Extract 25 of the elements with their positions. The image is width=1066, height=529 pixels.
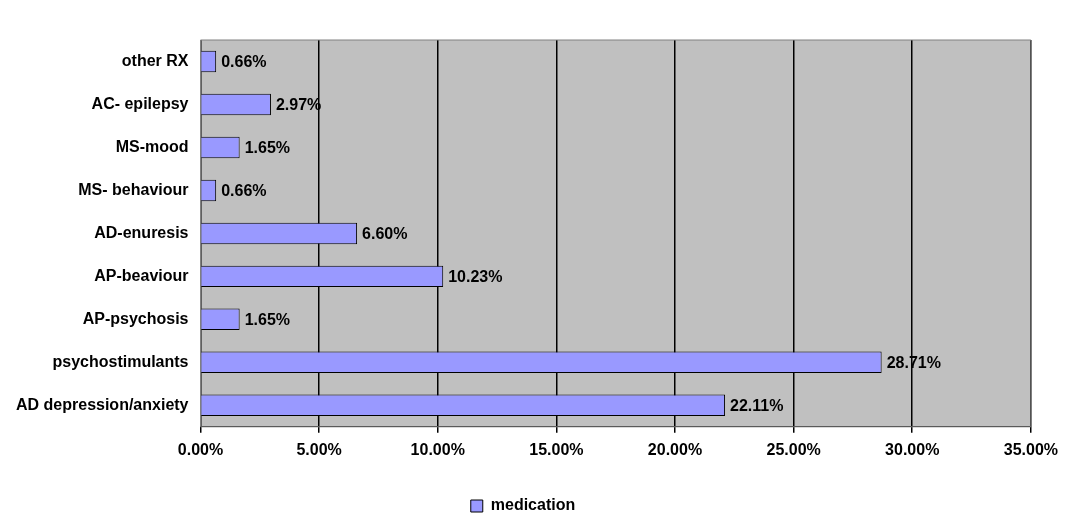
x-tick-label: 25.00% <box>766 440 821 458</box>
data-label: 1.65% <box>244 310 291 328</box>
x-tick-label: 20.00% <box>647 440 703 458</box>
data-label: 0.66% <box>221 52 267 70</box>
y-tick-label: AP-psychosis <box>82 309 189 327</box>
data-label: 1.65% <box>244 138 291 156</box>
data-label: 0.66% <box>221 181 267 199</box>
y-tick-label: psychostimulants <box>52 352 189 370</box>
x-tick-label: 5.00% <box>296 440 342 458</box>
x-tick-label: 30.00% <box>885 440 940 458</box>
y-tick-label: MS- behaviour <box>78 180 189 198</box>
y-tick-label: MS-mood <box>115 137 189 155</box>
y-tick-label: AC- epilepsy <box>91 94 189 112</box>
y-tick-label: AD depression/anxiety <box>16 395 189 413</box>
y-tick-label: AD-enuresis <box>94 223 189 241</box>
x-tick-label: 0.00% <box>177 440 224 458</box>
data-label: 10.23% <box>448 267 503 285</box>
y-tick-label: other RX <box>121 51 189 69</box>
data-label: 22.11% <box>730 396 784 414</box>
legend-label: medication <box>490 496 576 514</box>
x-tick-label: 15.00% <box>529 440 584 458</box>
x-tick-label: 10.00% <box>410 440 465 458</box>
x-tick-label: 35.00% <box>1003 440 1058 458</box>
y-tick-label: AP-beaviour <box>94 266 189 284</box>
data-label: 6.60% <box>362 224 408 242</box>
